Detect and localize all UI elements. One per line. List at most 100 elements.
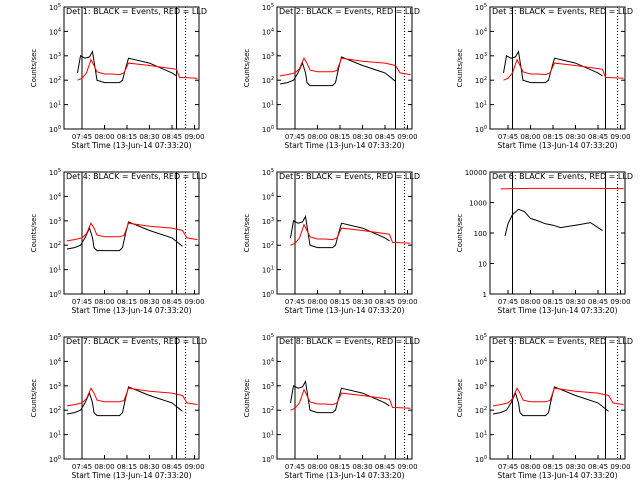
y-tick-label: 104 [262,192,274,201]
y-tick-label: 101 [475,431,487,440]
x-tick-label: 08:30 [565,298,585,306]
panel-title: Det 7: BLACK = Events, RED = LLD [66,337,207,346]
x-tick-label: 07:45 [498,298,518,306]
panel-title: Det 2: BLACK = Events, RED = LLD [279,7,420,16]
x-tick-label: 08:00 [94,298,114,306]
x-tick-label: 07:45 [285,463,305,471]
x-tick-label: 08:45 [375,463,395,471]
y-tick-label: 100 [49,290,61,299]
y-tick-label: 104 [475,27,487,36]
y-tick-label: 100 [49,125,61,134]
y-tick-label: 105 [262,333,274,342]
x-tick-label: 09:00 [610,463,630,471]
y-tick-label: 100 [262,125,274,134]
x-tick-label: 08:30 [352,463,372,471]
x-tick-label: 09:00 [184,133,204,141]
panel-title: Det 6: BLACK = Events, RED = LLD [492,172,633,181]
y-axis-title: Counts/sec [456,379,464,418]
panel-1: Det 1: BLACK = Events, RED = LLD 100 101 10… [30,3,207,150]
x-tick-label: 07:45 [72,298,92,306]
series-lld-line [501,188,624,189]
x-tick-label: 07:45 [498,463,518,471]
panel-title: Det 5: BLACK = Events, RED = LLD [279,172,420,181]
x-axis-title: Start Time (13-Jun-14 07:33:20) [498,141,618,150]
x-tick-label: 07:45 [285,298,305,306]
x-axis-title: Start Time (13-Jun-14 07:33:20) [72,471,192,480]
series-lld-line [67,223,198,241]
x-tick-label: 09:00 [397,298,417,306]
x-tick-label: 08:00 [520,298,540,306]
x-tick-label: 08:15 [543,133,563,141]
plot-frame [490,172,625,294]
x-tick-label: 07:45 [498,133,518,141]
y-tick-label: 103 [262,217,274,226]
x-tick-label: 08:15 [117,298,137,306]
y-tick-label: 102 [49,241,61,250]
x-tick-label: 08:30 [139,298,159,306]
x-axis-title: Start Time (13-Jun-14 07:33:20) [498,306,618,315]
x-tick-label: 08:30 [139,463,159,471]
x-tick-label: 08:00 [520,133,540,141]
y-axis-title: Counts/sec [30,214,38,253]
x-axis-title: Start Time (13-Jun-14 07:33:20) [72,141,192,150]
x-tick-label: 08:30 [565,463,585,471]
y-tick-label: 104 [262,357,274,366]
x-tick-label: 08:15 [117,463,137,471]
x-tick-label: 07:45 [285,133,305,141]
panel-4: Det 4: BLACK = Events, RED = LLD 100 101 10… [30,168,207,315]
y-tick-label: 100 [49,455,61,464]
panel-8: Det 8: BLACK = Events, RED = LLD 100 101 10… [243,333,420,480]
x-tick-label: 08:15 [543,298,563,306]
y-tick-label: 102 [49,76,61,85]
y-tick-label: 100 [475,125,487,134]
y-tick-label: 101 [475,101,487,110]
y-tick-label: 102 [262,406,274,415]
y-tick-label: 104 [49,27,61,36]
y-tick-label: 104 [49,357,61,366]
x-tick-label: 08:15 [117,133,137,141]
plot-frame [277,7,412,129]
x-tick-label: 08:15 [543,463,563,471]
y-tick-label: 105 [475,333,487,342]
y-tick-label: 1 [483,291,487,299]
y-tick-label: 105 [49,333,61,342]
x-tick-label: 08:00 [307,133,327,141]
x-tick-label: 09:00 [610,298,630,306]
x-tick-label: 08:00 [307,463,327,471]
y-tick-label: 102 [475,406,487,415]
plot-frame [490,7,625,129]
x-tick-label: 08:45 [162,133,182,141]
y-tick-label: 105 [475,3,487,12]
panel-3: Det 3: BLACK = Events, RED = LLD 100 101 10… [456,3,633,150]
panel-7: Det 7: BLACK = Events, RED = LLD 100 101 10… [30,333,207,480]
series-events-line [505,209,603,236]
x-axis-title: Start Time (13-Jun-14 07:33:20) [72,306,192,315]
y-tick-label: 101 [262,101,274,110]
x-tick-label: 08:45 [588,298,608,306]
x-tick-label: 08:45 [375,298,395,306]
plot-frame [64,337,199,459]
y-tick-label: 101 [49,431,61,440]
y-tick-label: 105 [262,3,274,12]
y-tick-label: 101 [49,266,61,275]
series-lld-line [67,388,198,406]
x-tick-label: 08:30 [352,133,372,141]
x-tick-label: 08:00 [94,463,114,471]
x-tick-label: 07:45 [72,463,92,471]
y-axis-title: Counts/sec [456,49,464,88]
y-tick-label: 103 [49,382,61,391]
y-tick-label: 100 [262,290,274,299]
y-axis-title: Counts/sec [243,379,251,418]
y-axis-title: Counts/sec [243,214,251,253]
x-tick-label: 08:45 [375,133,395,141]
y-tick-label: 105 [49,168,61,177]
x-tick-label: 08:00 [94,133,114,141]
figure-svg: Det 1: BLACK = Events, RED = LLD10010110… [0,0,640,480]
x-tick-label: 09:00 [397,133,417,141]
x-tick-label: 07:45 [72,133,92,141]
y-tick-label: 103 [262,52,274,61]
panel-2: Det 2: BLACK = Events, RED = LLD 100 101 10… [243,3,420,150]
y-tick-label: 100 [475,455,487,464]
panel-title: Det 9: BLACK = Events, RED = LLD [492,337,633,346]
y-tick-label: 102 [262,76,274,85]
